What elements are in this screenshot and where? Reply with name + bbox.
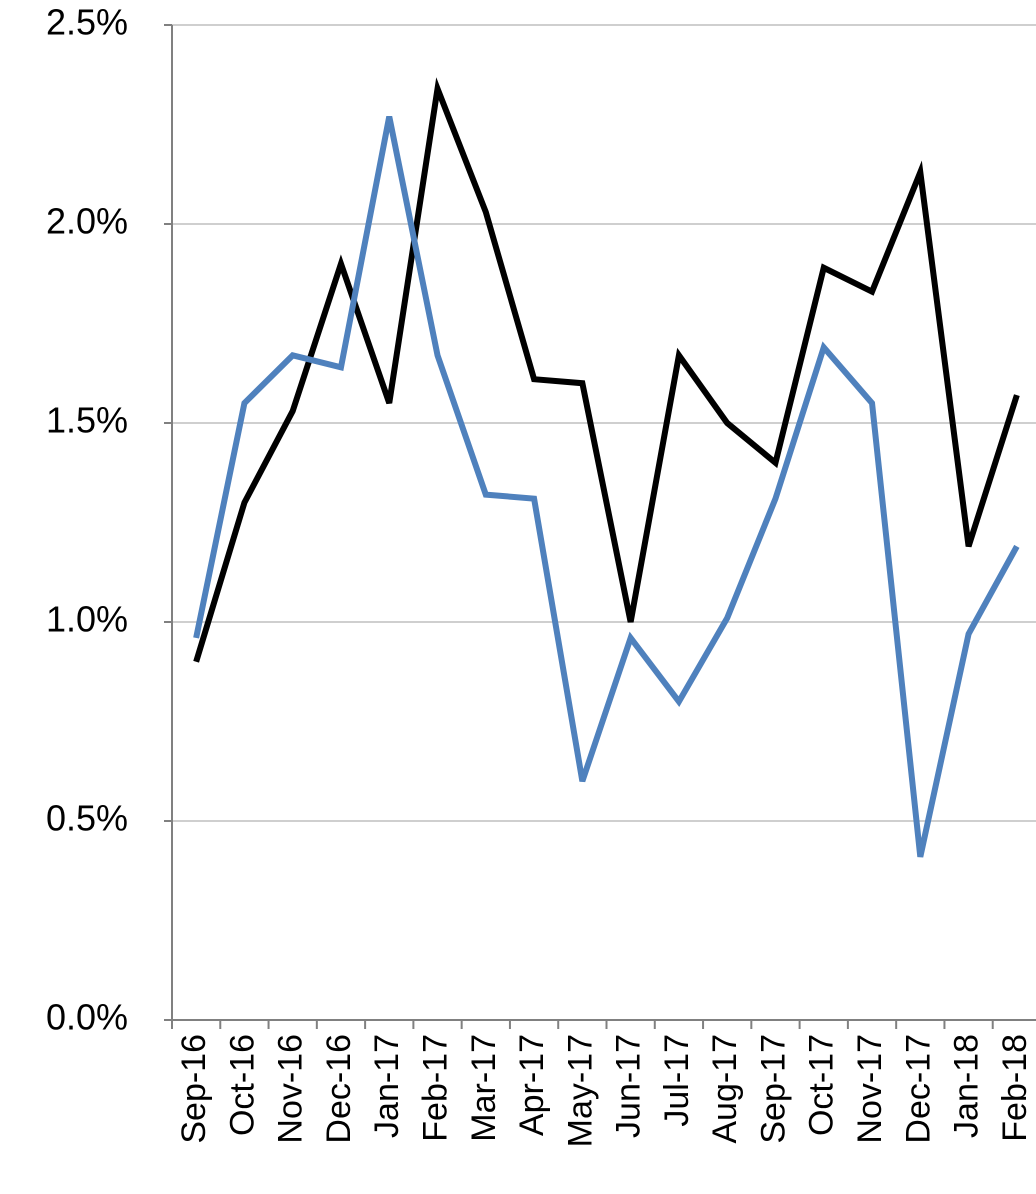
x-tick-label: Oct-17 (803, 1034, 841, 1136)
x-tick-label: Dec-17 (899, 1034, 937, 1144)
x-tick-label: Oct-16 (223, 1034, 261, 1136)
line-series (193, 77, 1020, 663)
y-tick-label: 1.0% (46, 599, 128, 640)
line-series (193, 115, 1020, 858)
x-tick-label: Jul-17 (658, 1034, 696, 1127)
x-tick-label: Jan-18 (948, 1034, 986, 1138)
y-tick-label: 0.5% (46, 798, 128, 839)
x-tick-label: Aug-17 (706, 1034, 744, 1144)
x-tick-label: Sep-17 (754, 1034, 792, 1144)
x-tick-label: Nov-16 (272, 1034, 310, 1144)
x-tick-label: Sep-16 (175, 1034, 213, 1144)
x-tick-label: Nov-17 (851, 1034, 889, 1144)
x-tick-label: Feb-17 (417, 1034, 455, 1142)
x-tick-label: Jun-17 (610, 1034, 648, 1138)
x-tick-label: Apr-17 (513, 1034, 551, 1136)
x-tick-label: May-17 (561, 1034, 599, 1147)
x-tick-label: Mar-17 (465, 1034, 503, 1142)
x-tick-label: Jan-17 (368, 1034, 406, 1138)
x-tick-label: Dec-16 (320, 1034, 358, 1144)
y-tick-label: 2.5% (46, 2, 128, 43)
x-tick-label: Feb-18 (996, 1034, 1034, 1142)
y-tick-label: 2.0% (46, 201, 128, 242)
y-tick-label: 1.5% (46, 400, 128, 441)
y-tick-label: 0.0% (46, 997, 128, 1038)
